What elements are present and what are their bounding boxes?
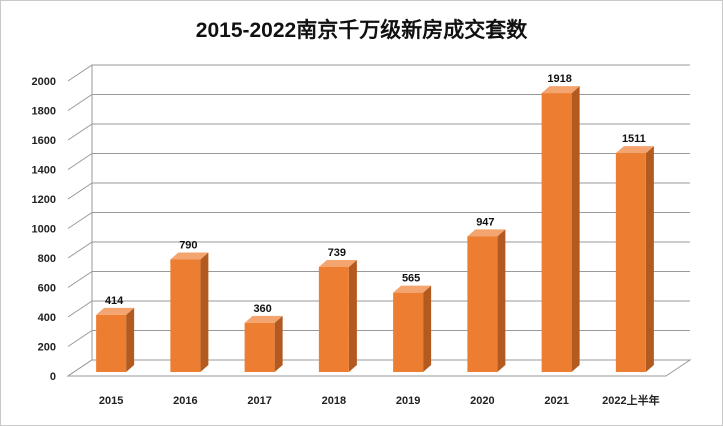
bar-2018 xyxy=(318,259,357,372)
bar-front xyxy=(467,236,498,372)
bar-front xyxy=(541,93,572,372)
data-label: 1511 xyxy=(622,133,646,145)
gridline xyxy=(67,94,690,111)
gridline xyxy=(67,64,690,82)
gridline xyxy=(67,300,690,318)
bar-front xyxy=(318,266,349,372)
bar-2021 xyxy=(541,86,580,372)
x-tick-label: 2018 xyxy=(322,395,346,407)
bar-top xyxy=(615,146,654,154)
x-tick-label: 2016 xyxy=(173,395,197,407)
y-tick-label: 600 xyxy=(38,283,56,295)
bar-2020 xyxy=(467,229,506,372)
bar-top xyxy=(244,315,283,323)
bar-front xyxy=(170,259,201,372)
y-tick-label: 400 xyxy=(38,312,56,324)
y-tick-label: 1800 xyxy=(32,106,56,118)
data-labels: 414 790 360 739 565 947 1918 1511 xyxy=(105,73,646,315)
y-tick-label: 1200 xyxy=(32,194,56,206)
y-tick-label: 1000 xyxy=(32,224,56,236)
bar-side xyxy=(571,86,580,372)
bar-top xyxy=(467,229,506,237)
x-tick-label: 2021 xyxy=(544,395,568,407)
y-tick-label: 200 xyxy=(38,342,56,354)
gridline xyxy=(67,271,690,288)
bar-top xyxy=(393,285,432,293)
bar-side xyxy=(497,229,506,372)
data-label: 360 xyxy=(253,303,271,315)
bar-front xyxy=(393,292,424,372)
y-tick-label: 0 xyxy=(50,371,56,383)
x-tick-label: 2022上半年 xyxy=(602,393,659,407)
y-axis-ticks: 0 200 400 600 800 1000 1200 1400 1600 1800 2000 xyxy=(32,76,56,383)
y-tick-label: 800 xyxy=(38,253,56,265)
x-tick-label: 2017 xyxy=(247,395,271,407)
gridline xyxy=(67,212,690,229)
bar-2016 xyxy=(170,252,209,372)
data-label: 565 xyxy=(402,273,420,285)
gridline xyxy=(67,182,690,200)
x-tick-label: 2019 xyxy=(396,395,420,407)
gridline xyxy=(67,330,690,347)
bar-2015 xyxy=(96,307,135,372)
data-label: 1918 xyxy=(547,73,571,85)
bar-top xyxy=(318,259,357,267)
gridline xyxy=(67,153,690,170)
bar-top xyxy=(541,86,580,94)
bars xyxy=(96,86,654,372)
bar-side xyxy=(423,285,432,372)
y-tick-label: 2000 xyxy=(32,76,56,88)
x-tick-label: 2020 xyxy=(470,395,494,407)
bar-2017 xyxy=(244,315,283,372)
data-label: 790 xyxy=(179,239,197,251)
data-label: 414 xyxy=(105,295,124,307)
y-tick-label: 1400 xyxy=(32,165,56,177)
chart-floor xyxy=(66,359,692,377)
bar-2019 xyxy=(393,285,432,372)
chart-title: 2015-2022南京千万级新房成交套数 xyxy=(195,19,528,42)
bar-top xyxy=(170,252,209,260)
bar-side xyxy=(126,307,135,372)
bar-side xyxy=(200,252,209,372)
bar-front xyxy=(615,153,646,372)
bar-front xyxy=(244,322,275,372)
bar-2022上半年 xyxy=(615,146,654,372)
data-label: 739 xyxy=(328,247,346,259)
gridline xyxy=(67,123,690,141)
x-tick-label: 2015 xyxy=(99,395,123,407)
bar-top xyxy=(96,307,135,315)
x-axis-labels: 2015 2016 2017 2018 2019 2020 2021 2022上半年 xyxy=(99,393,660,407)
data-label: 947 xyxy=(476,216,494,228)
gridlines xyxy=(66,64,692,377)
gridline xyxy=(67,241,690,259)
y-tick-label: 1600 xyxy=(32,135,56,147)
bar-front xyxy=(96,314,127,372)
bar-side xyxy=(348,259,357,372)
bar-side xyxy=(274,315,283,372)
bar-side xyxy=(645,146,654,372)
